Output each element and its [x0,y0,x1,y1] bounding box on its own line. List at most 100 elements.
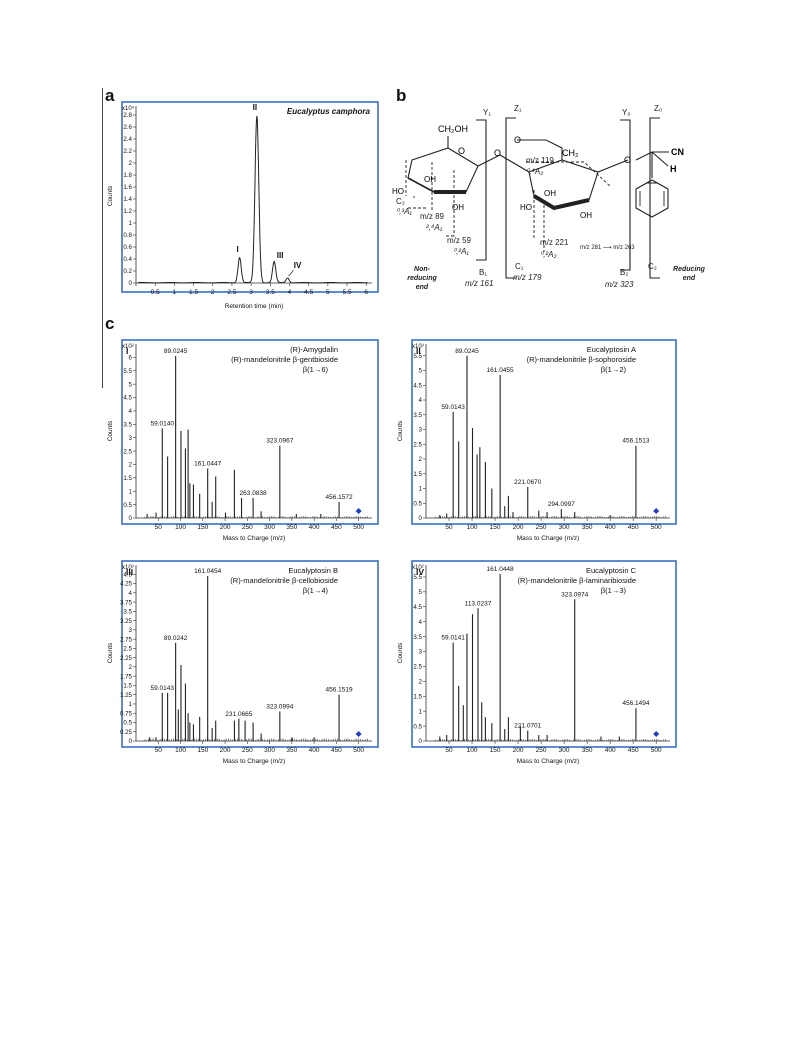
x-tick-label: 3.5 [266,289,275,296]
y-tick-label: 0.5 [413,500,422,507]
y-tick-label: 2.75 [120,636,133,643]
x-tick-label: 250 [536,524,547,531]
precursor-marker [355,731,362,737]
frag-A2a-mz: ⁰,⁴A₂ [526,167,544,176]
y-tick-label: 5 [419,368,423,375]
y-axis-label: Counts [397,642,404,663]
chart-title-line: β(1→3) [601,586,627,595]
x-tick-label: 150 [490,524,501,531]
panel-letter-b: b [396,86,407,105]
x-tick-label: 50 [155,524,163,531]
chart-title-line: β(1→2) [601,365,627,374]
y-tick-label: 5.5 [413,574,422,581]
x-axis-label: Mass to Charge (m/z) [223,758,286,765]
peak-label: 89.0242 [164,635,188,642]
x-tick-label: 200 [513,747,524,754]
x-tick-label: 400 [605,524,616,531]
y-axis-label: Counts [107,185,114,206]
peak-label: 221.0701 [514,723,541,730]
y-tick-label: 1 [419,486,423,493]
y-tick-label: 1.25 [120,692,133,699]
y-tick-label: 1.8 [123,172,132,179]
x-tick-label: 100 [467,524,478,531]
y-tick-label: 4.5 [123,571,132,578]
x-tick-label: 0.5 [151,289,160,296]
peak-label: 456.1494 [622,700,649,707]
y-tick-label: 3.75 [120,599,133,606]
chart-title-line: β(1→6) [303,365,329,374]
x-tick-label: 200 [220,747,231,754]
atom-oh-3: OH [544,189,556,198]
y-axis-label: Counts [397,420,404,441]
y-tick-label: 2 [129,462,133,469]
y-tick-label: 0.5 [123,720,132,727]
precursor-marker [653,731,660,737]
y-tick-label: 2 [419,456,423,463]
peak-label: 456.1572 [325,494,352,501]
peak-label: 323.0967 [266,438,293,445]
x-axis-label: Mass to Charge (m/z) [517,758,580,765]
frag-A1a-mz: ⁰,³A₁ [396,207,412,216]
cleavage-Y0 [620,119,631,271]
peak-label: 161.0448 [487,566,514,573]
y-tick-label: 3 [419,649,423,656]
x-tick-label: 250 [536,747,547,754]
x-tick-label: 250 [242,747,253,754]
ms-spectrum-II: 0 0.5 1 1.5 2 2.5 3 3.5 4 4.5 5 5.5 50 100 150 200 250 30… [397,339,677,542]
peak-label: 89.0245 [455,348,479,355]
y-tick-label: 3.5 [123,609,132,616]
plot-frame [411,339,677,525]
peak-label-IV: IV [294,261,302,270]
ms-spectrum-IV: 0 0.5 1 1.5 2 2.5 3 3.5 4 4.5 5 5.5 50 100 150 200 250 30… [397,560,677,765]
y-tick-label: 6 [129,355,133,362]
cleavage-Y1 [476,119,487,261]
peak-label: 263.0838 [240,490,267,497]
x-tick-label: 400 [309,524,320,531]
peak-label: 59.0143 [151,685,175,692]
y-tick-label: 4 [419,619,423,626]
y-tick-label: 4.5 [123,395,132,402]
plot-frame [121,101,379,293]
x-tick-label: 350 [582,524,593,531]
y-tick-label: 3 [129,435,133,442]
y-tick-label: 0.2 [123,268,132,275]
frag-A2b-mz: ⁰,²A₂ [540,250,557,259]
y-tick-label: 4 [419,397,423,404]
x-tick-label: 4.5 [304,289,313,296]
x-tick-label: 100 [467,747,478,754]
atom-oh-2: OH [452,203,464,212]
y-tick-label: 0.75 [120,710,133,717]
y-tick-label: 2.4 [123,136,132,143]
y-tick-label: 2.8 [123,112,132,119]
margin-rule [102,88,103,388]
y-tick-label: 0 [129,280,133,287]
atom-ch2oh: CH₂OH [438,124,468,134]
y-tick-label: 0 [129,515,133,522]
frag-B1: B₁ [479,268,488,277]
chart-title: Eucalyptus camphora [287,107,371,116]
frag-C1: C₁ [515,262,524,271]
x-tick-label: 150 [197,747,208,754]
peak-label: 231.0665 [225,711,252,718]
chart-title-line: Eucalyptosin B [288,566,338,575]
panel-roman-label: II [416,346,421,356]
x-tick-label: 500 [353,524,364,531]
y-tick-label: 0 [419,738,423,745]
peak-label: 161.0447 [194,460,221,467]
frag-C2: C₂ [648,262,657,271]
x-tick-label: 50 [155,747,163,754]
y-tick-label: 0.25 [120,729,133,736]
chromatogram-chart: 0 0.2 0.4 0.6 0.8 1 1.2 1.4 1.6 1.8 2 2.2 2.4 2.6 2.8 0… [107,101,379,310]
y-tick-label: 3.5 [413,412,422,419]
frag-A1b-mz: ²,⁴A₁ [426,223,443,232]
y-tick-label: 3.5 [123,422,132,429]
x-tick-label: 300 [264,524,275,531]
chart-title-line: (R)-Amygdalin [290,345,338,354]
x-tick-label: 400 [605,747,616,754]
frag-h2o: m/z 281 ⟶ m/z 263 [580,245,635,251]
peak-label-III: III [277,251,284,260]
glycoside-structure: CH₂OH O OH HO OH O CH₂ O OH HO OH O CN H [392,117,684,279]
atom-cn: CN [671,147,684,157]
atom-o-ring1: O [458,146,465,156]
panel-roman-label: III [126,567,133,577]
